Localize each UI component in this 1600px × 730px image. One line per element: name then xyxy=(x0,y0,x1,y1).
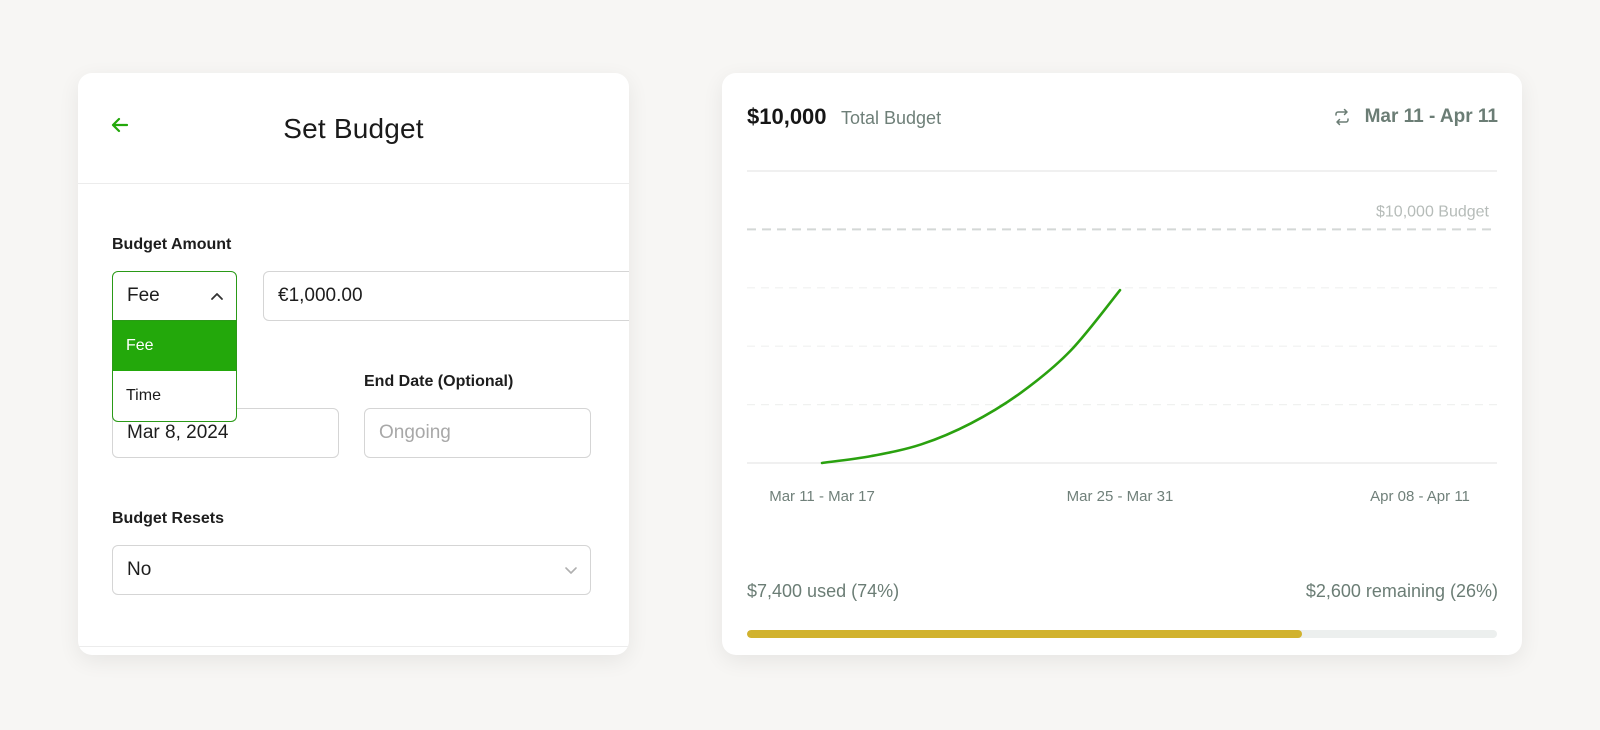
x-tick-label: Mar 11 - Mar 17 xyxy=(769,488,875,505)
end-date-label: End Date (Optional) xyxy=(364,373,514,390)
chevron-down-icon xyxy=(564,565,578,575)
total-budget-label: Total Budget xyxy=(841,108,942,128)
x-tick-label: Apr 08 - Apr 11 xyxy=(1370,488,1470,505)
budget-resets-select[interactable]: No xyxy=(112,545,591,595)
date-range-selector[interactable]: Mar 11 - Apr 11 xyxy=(1333,106,1498,128)
end-date-input[interactable]: Ongoing xyxy=(364,408,591,458)
panel-header: Set Budget xyxy=(78,73,629,184)
budget-progress-fill xyxy=(747,630,1302,638)
budget-remaining-text: $2,600 remaining (26%) xyxy=(1305,581,1498,601)
start-date-value: Mar 8, 2024 xyxy=(127,422,229,443)
budget-amount-label: Budget Amount xyxy=(112,236,232,253)
dropdown-option-time[interactable]: Time xyxy=(126,387,161,404)
budget-type-value: Fee xyxy=(127,285,160,306)
chevron-up-icon xyxy=(210,291,224,301)
end-date-placeholder: Ongoing xyxy=(379,422,451,443)
budget-type-dropdown: Fee Time xyxy=(112,321,237,422)
budget-overview-panel: $10,000 Total Budget Mar 11 - Apr 11 $10… xyxy=(722,73,1522,655)
budget-amount-input[interactable]: €1,000.00 xyxy=(263,271,629,321)
budget-used-text: $7,400 used (74%) xyxy=(747,581,900,601)
budget-limit-label: $10,000 Budget xyxy=(1376,203,1490,220)
dropdown-option-fee[interactable]: Fee xyxy=(113,321,236,371)
budget-spend-chart: $10,000 Budget Mar 11 - Mar 17 Mar 25 - M… xyxy=(747,170,1497,505)
budget-resets-value: No xyxy=(127,559,152,580)
arrow-left-icon xyxy=(110,115,130,140)
budget-resets-label: Budget Resets xyxy=(112,510,225,527)
page-title: Set Budget xyxy=(283,112,424,144)
footer-divider xyxy=(78,646,629,647)
repeat-icon[interactable] xyxy=(1333,108,1351,126)
date-range-text: Mar 11 - Apr 11 xyxy=(1364,106,1498,127)
budget-type-select[interactable]: Fee xyxy=(112,271,237,321)
budget-progress-bar xyxy=(747,630,1497,638)
back-button[interactable] xyxy=(102,109,138,145)
total-budget-amount: $10,000 xyxy=(747,104,827,129)
spend-series-line xyxy=(820,288,1122,465)
x-tick-label: Mar 25 - Mar 31 xyxy=(1067,488,1174,505)
budget-amount-value: €1,000.00 xyxy=(278,285,363,306)
set-budget-panel: Set Budget Budget Amount Fee €1,000.00 F… xyxy=(78,73,629,655)
